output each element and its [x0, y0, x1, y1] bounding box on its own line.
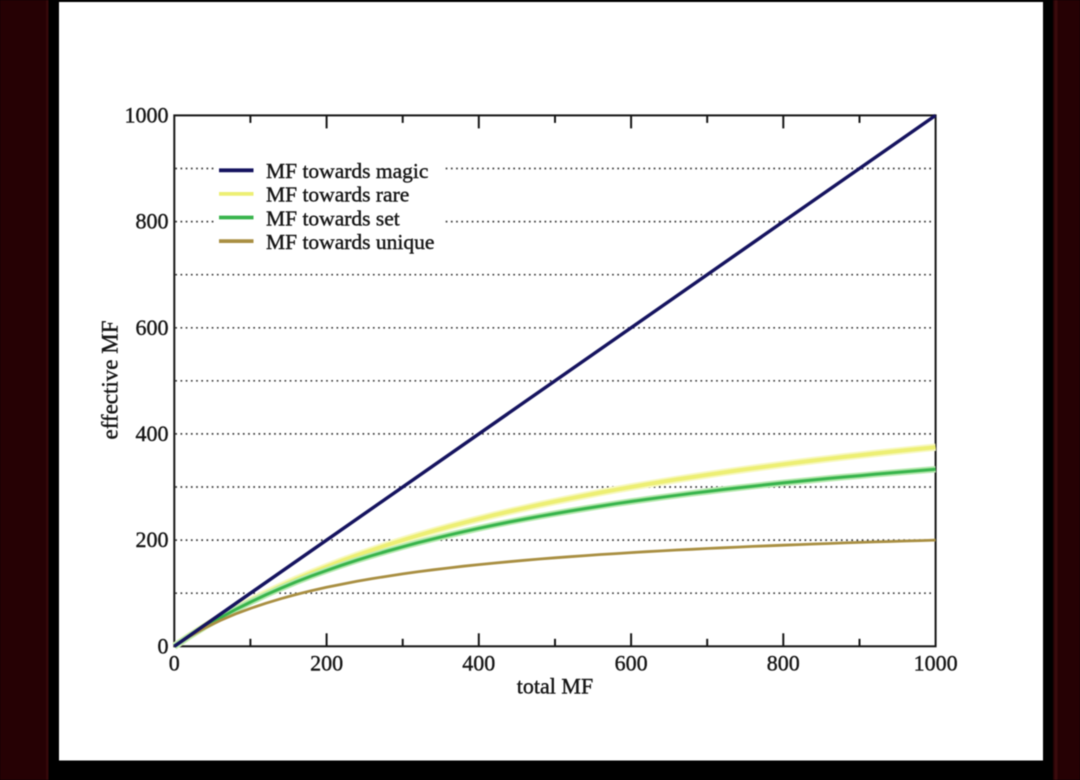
svg-text:400: 400: [462, 651, 495, 676]
svg-text:600: 600: [136, 315, 169, 340]
svg-text:MF towards magic: MF towards magic: [266, 159, 428, 183]
svg-text:200: 200: [310, 651, 343, 676]
svg-text:1000: 1000: [914, 651, 958, 676]
svg-text:MF towards set: MF towards set: [266, 206, 400, 230]
svg-text:400: 400: [136, 421, 169, 446]
svg-text:MF towards rare: MF towards rare: [266, 183, 409, 207]
svg-text:600: 600: [615, 651, 648, 676]
svg-text:1000: 1000: [125, 102, 169, 127]
svg-text:effective MF: effective MF: [98, 320, 123, 439]
svg-text:800: 800: [136, 209, 169, 234]
svg-text:MF towards unique: MF towards unique: [266, 230, 434, 254]
svg-text:0: 0: [158, 633, 169, 658]
svg-text:total MF: total MF: [517, 674, 593, 699]
svg-text:200: 200: [136, 527, 169, 552]
svg-text:800: 800: [767, 651, 800, 676]
svg-text:0: 0: [169, 651, 180, 676]
